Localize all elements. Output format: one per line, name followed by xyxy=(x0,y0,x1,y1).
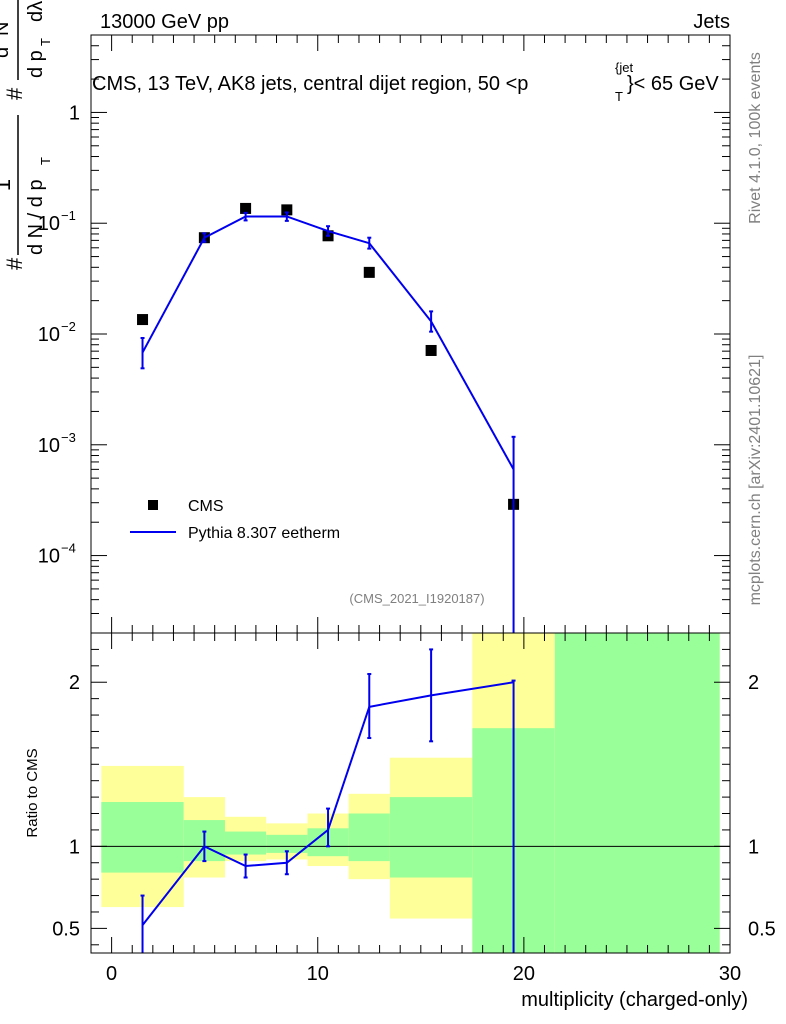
main-frame xyxy=(90,34,731,634)
svg-text:d: d xyxy=(0,47,13,58)
main-plot-data xyxy=(137,202,520,633)
ratio-y-tick-label-right: 2 xyxy=(748,672,759,694)
ratio-axes: 0 10 20 30 0.5 0.5 1 1 2 2 xyxy=(52,633,776,985)
svg-text:T: T xyxy=(38,157,53,165)
title-tail: }< 65 GeV xyxy=(627,73,719,95)
main-y-tick-exponent: −3 xyxy=(61,430,76,445)
legend-cms-marker xyxy=(148,500,158,510)
main-axes: 110−110−210−310−4 xyxy=(38,34,731,634)
title-subscript: T xyxy=(615,89,623,104)
main-y-tick-exponent: −4 xyxy=(61,541,76,556)
ratio-uncertainty-band-green xyxy=(266,834,308,853)
pythia-line xyxy=(141,215,515,470)
mcplots-label: mcplots.cern.ch [arXiv:2401.10621] xyxy=(747,355,764,606)
main-title: CMS, 13 TeV, AK8 jets, central dijet reg… xyxy=(92,60,719,104)
main-y-tick-label: 10 xyxy=(38,546,60,568)
ratio-uncertainty-band-green xyxy=(224,831,267,855)
svg-text:d N / d p: d N / d p xyxy=(25,179,47,255)
ratio-y-tick-label-right: 1 xyxy=(748,836,759,858)
analysis-id: (CMS_2021_I1920187) xyxy=(349,591,484,606)
ratio-y-tick-label: 1 xyxy=(69,836,80,858)
svg-text:N: N xyxy=(0,22,13,36)
ratio-x-tick-label: 30 xyxy=(719,963,741,985)
ratio-y-tick-label: 0.5 xyxy=(52,918,80,940)
main-y-tick-label: 1 xyxy=(69,102,80,124)
svg-text:d p: d p xyxy=(25,50,47,78)
svg-text:#: # xyxy=(2,257,27,270)
ratio-y-tick-label: 2 xyxy=(69,672,80,694)
svg-text:2: 2 xyxy=(0,37,3,44)
svg-text:#: # xyxy=(2,87,27,100)
legend: CMS Pythia 8.307 eetherm xyxy=(130,498,340,542)
svg-text:1: 1 xyxy=(0,179,15,191)
main-y-tick-exponent: −1 xyxy=(61,208,76,223)
main-y-axis-label: # 1 d N / d p T # d 2 N d p T dλ xyxy=(0,0,53,270)
x-axis-label: multiplicity (charged-only) xyxy=(521,989,748,1011)
main-y-tick-label: 10 xyxy=(38,324,60,346)
main-y-tick-exponent: −2 xyxy=(61,319,76,334)
ratio-uncertainty-band-green xyxy=(348,813,390,862)
title-main-text: CMS, 13 TeV, AK8 jets, central dijet reg… xyxy=(92,73,528,95)
legend-pythia-label: Pythia 8.307 eetherm xyxy=(188,525,340,542)
legend-cms-label: CMS xyxy=(188,498,224,515)
svg-text:T: T xyxy=(38,38,53,46)
ratio-x-tick-label: 10 xyxy=(307,963,329,985)
cms-data-point xyxy=(240,202,252,214)
main-y-tick-label: 10 xyxy=(38,213,60,235)
ratio-x-tick-label: 0 xyxy=(106,963,117,985)
rivet-label: Rivet 4.1.0, 100k events xyxy=(747,52,764,224)
ratio-frame xyxy=(90,632,731,954)
ratio-uncertainty-band-green xyxy=(389,797,473,878)
jets-label: Jets xyxy=(693,11,730,33)
title-superscript: {jet xyxy=(615,60,633,75)
ratio-x-tick-label: 20 xyxy=(513,963,535,985)
ratio-uncertainty-band-green xyxy=(554,633,720,953)
cms-data-point xyxy=(281,204,293,216)
cms-data-point xyxy=(363,266,375,278)
ratio-plot-data xyxy=(91,633,730,953)
ratio-line xyxy=(141,681,514,926)
ratio-y-tick-label-right: 0.5 xyxy=(748,918,776,940)
main-y-tick-label: 10 xyxy=(38,435,60,457)
energy-label: 13000 GeV pp xyxy=(100,11,229,33)
ratio-uncertainty-band-green xyxy=(101,802,184,873)
cms-data-point xyxy=(137,314,149,326)
svg-text:dλ: dλ xyxy=(25,1,47,22)
cms-data-point xyxy=(425,344,437,356)
ratio-y-axis-label: Ratio to CMS xyxy=(24,748,41,837)
